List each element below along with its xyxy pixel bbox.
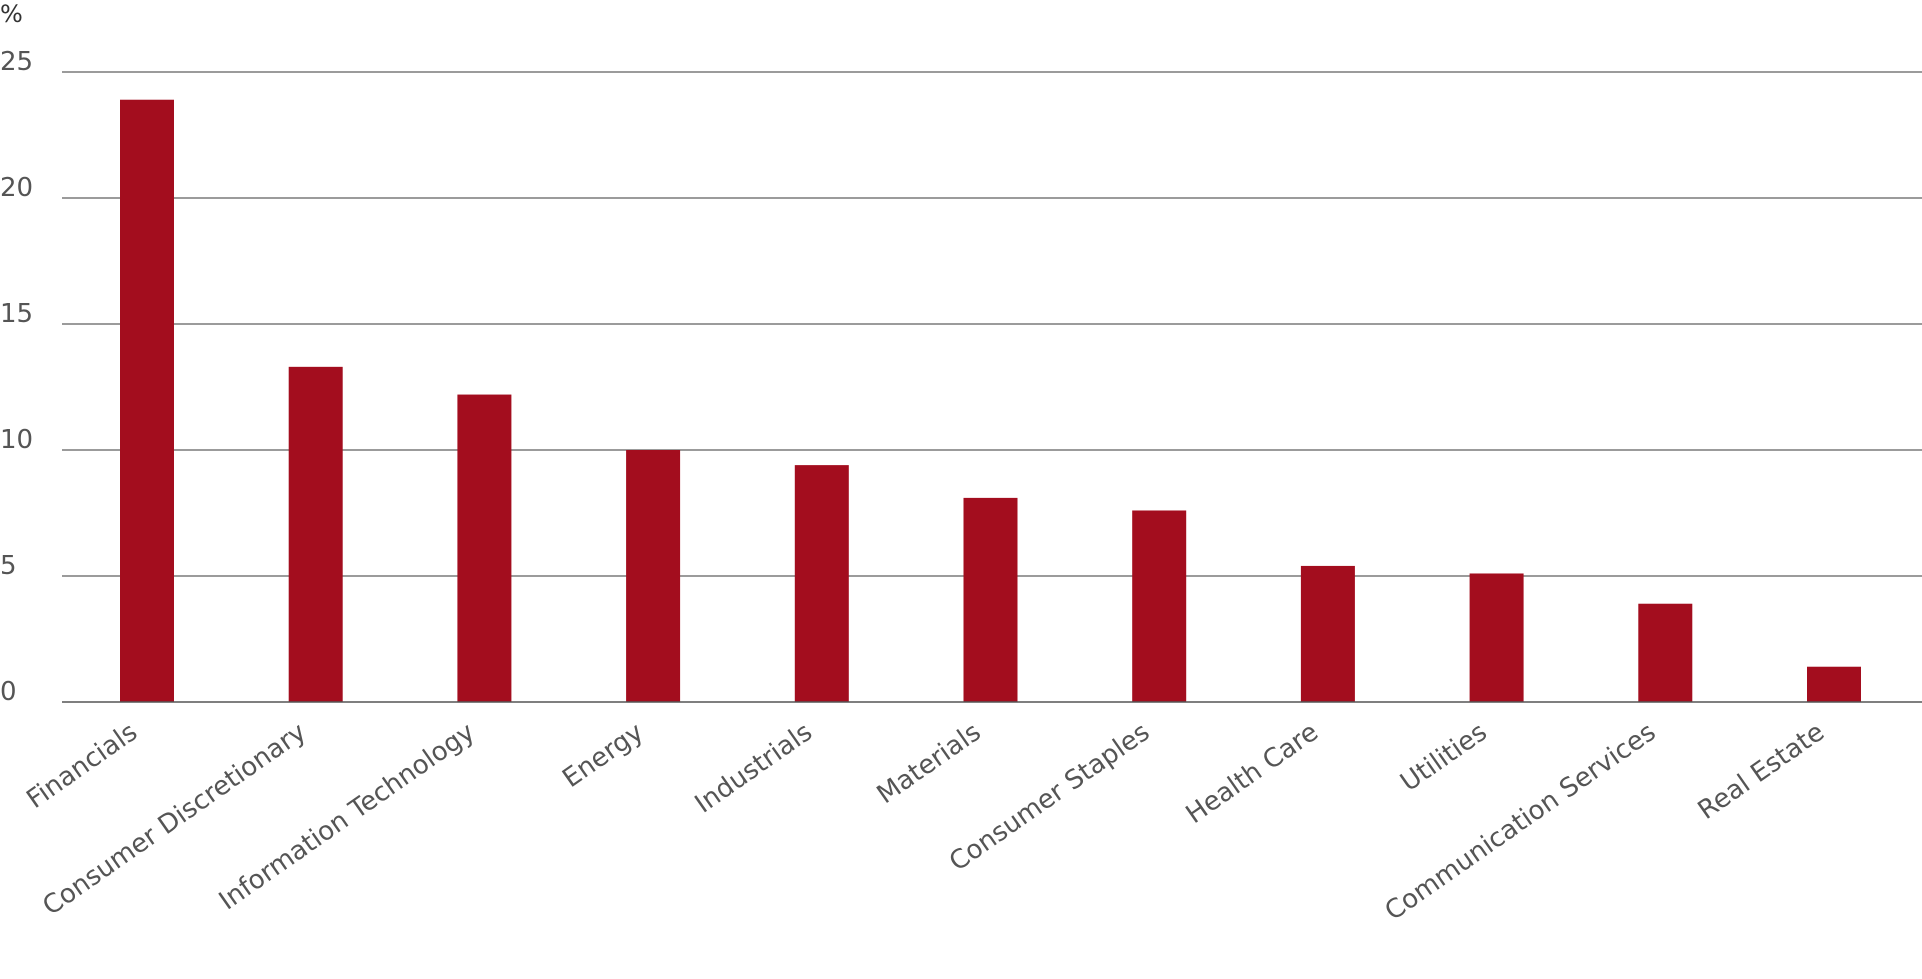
- y-tick-label: 10: [0, 425, 33, 455]
- bar: [1469, 573, 1524, 702]
- x-category-label: Industrials: [690, 717, 818, 819]
- bars: [120, 99, 1861, 703]
- bar: [457, 394, 512, 702]
- bar: [1638, 603, 1693, 702]
- gridlines: [62, 71, 1922, 577]
- x-category-label: Energy: [557, 717, 649, 794]
- x-category-label: Health Care: [1181, 717, 1324, 830]
- y-tick-label: 25: [0, 47, 33, 77]
- y-tick-label: 5: [0, 551, 17, 581]
- bar: [1807, 666, 1861, 702]
- x-category-label: Materials: [872, 717, 987, 810]
- bar: [626, 450, 681, 702]
- x-category-label: Financials: [21, 717, 143, 815]
- x-category-label: Real Estate: [1693, 717, 1830, 826]
- y-tick-label: 0: [0, 677, 17, 707]
- bar: [1300, 565, 1355, 702]
- bar: [794, 465, 849, 702]
- y-axis-ticks: 0 5 10 15 20 25: [0, 47, 33, 707]
- bar: [288, 366, 343, 702]
- y-tick-label: 20: [0, 173, 33, 203]
- x-category-label: Communication Services: [1380, 717, 1662, 927]
- y-unit-label: %: [0, 0, 23, 28]
- bar: [963, 497, 1018, 702]
- bar: [1132, 510, 1187, 702]
- x-category-label: Utilities: [1395, 717, 1492, 798]
- y-tick-label: 15: [0, 299, 33, 329]
- x-category-label: Consumer Discretionary: [37, 717, 311, 922]
- bar: [120, 99, 174, 703]
